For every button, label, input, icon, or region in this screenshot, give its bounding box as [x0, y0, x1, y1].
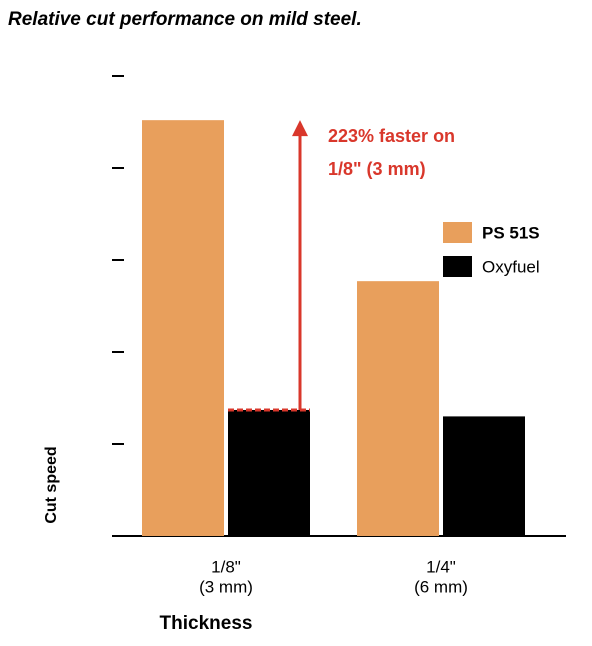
bar [142, 120, 224, 536]
x-tick-label: (6 mm) [414, 577, 468, 596]
bar [443, 416, 525, 536]
x-axis-label: Thickness [160, 613, 253, 634]
legend-label: PS 51S [482, 223, 540, 242]
annotation-text: 223% faster on [328, 126, 455, 146]
y-axis-label: Cut speed [43, 446, 60, 523]
annotation-arrowhead [292, 120, 308, 137]
bar [228, 409, 310, 536]
chart-title: Relative cut performance on mild steel. [8, 9, 362, 30]
legend-swatch [443, 222, 472, 243]
legend-label: Oxyfuel [482, 257, 540, 276]
x-tick-label: (3 mm) [199, 577, 253, 596]
bar [357, 281, 439, 536]
annotation-text: 1/8" (3 mm) [328, 159, 426, 179]
x-tick-label: 1/4" [426, 557, 456, 576]
legend-swatch [443, 256, 472, 277]
x-tick-label: 1/8" [211, 557, 241, 576]
